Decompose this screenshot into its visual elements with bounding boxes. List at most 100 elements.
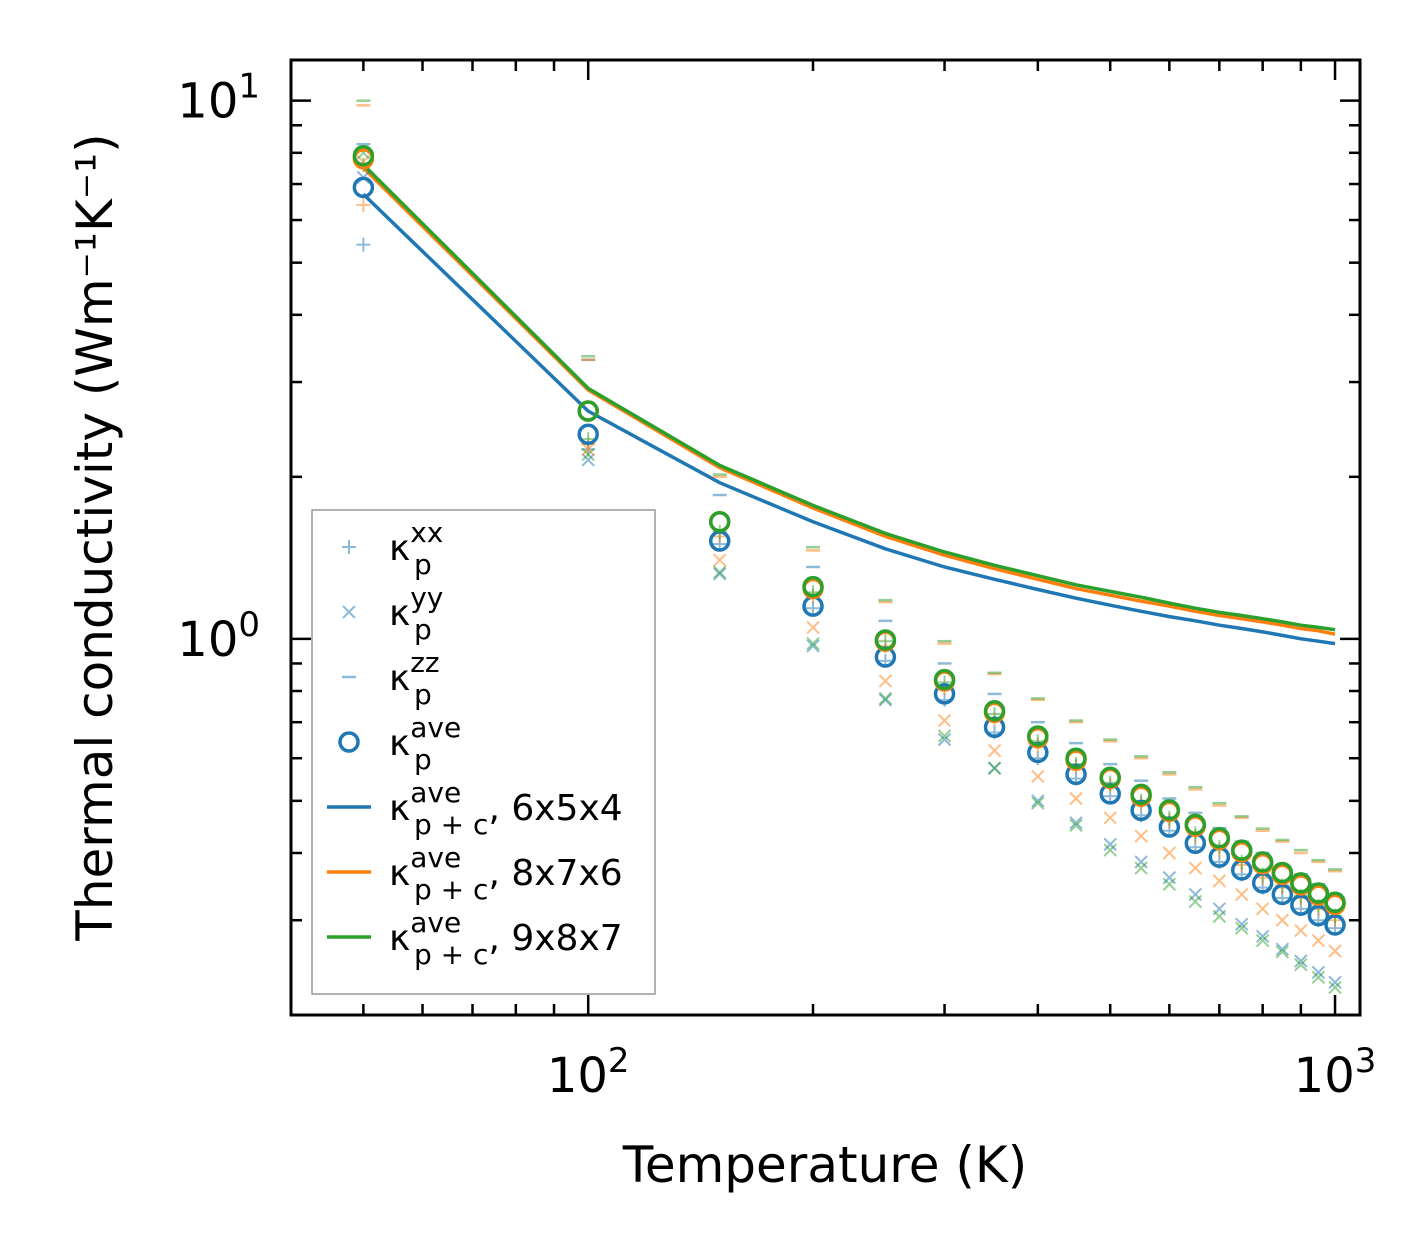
marker-ave-9x8x7 bbox=[1271, 861, 1294, 884]
marker-yy-8x7x6 bbox=[1212, 874, 1227, 888]
marker-yy-6x5x4 bbox=[1328, 975, 1342, 990]
marker-yy-8x7x6 bbox=[1134, 829, 1148, 843]
marker-yy-9x8x7-b bbox=[1255, 933, 1270, 948]
legend-symbol: κ bbox=[389, 528, 410, 569]
marker-yy-9x8x7-b bbox=[1134, 861, 1148, 875]
series-line-6x5x4 bbox=[362, 193, 1336, 646]
marker-yy-8x7x6 bbox=[1103, 811, 1117, 825]
marker-yy-6x5x4-b bbox=[1031, 794, 1045, 808]
series-line-8x7x6 bbox=[362, 166, 1336, 636]
marker-yy-6x5x4 bbox=[1294, 954, 1308, 968]
marker-yy-9x8x7-b bbox=[1235, 921, 1249, 935]
marker-ave-9x8x7 bbox=[1158, 799, 1181, 821]
marker-ave-9x8x7 bbox=[1130, 783, 1152, 806]
marker-ave-9x8x7 bbox=[1251, 851, 1274, 873]
y-tick-exponent: 0 bbox=[238, 605, 260, 645]
marker-yy-9x8x7 bbox=[937, 729, 952, 743]
marker-yy-9x8x7-b bbox=[1069, 818, 1083, 833]
marker-yy-8x7x6 bbox=[581, 442, 595, 457]
marker-yy-9x8x7 bbox=[806, 636, 820, 651]
marker-xx-6x5x4 bbox=[806, 601, 821, 616]
marker-yy-8x7x6 bbox=[1311, 933, 1326, 948]
marker-ave-9x8x7 bbox=[1208, 826, 1231, 849]
legend-superscript: xx bbox=[410, 516, 443, 549]
marker-yy-9x8x7-b bbox=[1103, 843, 1117, 857]
kappa-pc-lines bbox=[362, 163, 1336, 646]
legend-marker-circle bbox=[338, 731, 360, 753]
minor-ticks bbox=[289, 60, 1360, 1017]
marker-ave-9x8x7 bbox=[983, 700, 1006, 722]
marker-yy-9x8x7-b bbox=[581, 447, 595, 462]
marker-yy-9x8x7 bbox=[878, 691, 893, 706]
marker-yy-6x5x4 bbox=[1069, 816, 1083, 830]
y-tick-base: 10 bbox=[177, 74, 238, 130]
marker-yy-8x7x6-b bbox=[987, 743, 1002, 758]
x-tick-label: 102 bbox=[547, 1041, 630, 1104]
marker-yy-6x5x4 bbox=[1103, 837, 1117, 852]
legend-symbol: κ bbox=[389, 853, 410, 894]
marker-yy-6x5x4 bbox=[1031, 794, 1045, 808]
marker-yy-8x7x6 bbox=[987, 743, 1002, 758]
marker-yy-9x8x7-b bbox=[713, 565, 727, 579]
marker-ave-9x8x7 bbox=[802, 575, 824, 598]
marker-yy-9x8x7-b bbox=[1162, 877, 1177, 891]
legend-marker-x bbox=[342, 605, 356, 619]
plot-frame bbox=[289, 58, 1362, 1017]
marker-yy-6x5x4-b bbox=[1255, 929, 1270, 944]
marker-yy-9x8x7-b bbox=[1294, 958, 1308, 972]
marker-yy-8x7x6-b bbox=[878, 674, 893, 688]
marker-yy-9x8x7-b bbox=[937, 729, 952, 743]
marker-xx-8x7x6 bbox=[356, 197, 371, 212]
legend-label: κave p + c, 6x5x4 bbox=[389, 776, 623, 841]
marker-yy-9x8x7 bbox=[1031, 796, 1045, 810]
marker-yy-9x8x7-b bbox=[806, 636, 820, 651]
legend-superscript: ave bbox=[410, 841, 461, 874]
marker-yy-9x8x7-b bbox=[878, 691, 893, 706]
marker-yy-9x8x7 bbox=[1134, 861, 1148, 875]
marker-yy-8x7x6 bbox=[1069, 791, 1083, 806]
marker-yy-6x5x4-b bbox=[1103, 837, 1117, 852]
marker-yy-8x7x6-b bbox=[581, 442, 595, 457]
x-tick-exponent: 2 bbox=[608, 1041, 630, 1081]
legend-suffix: , 9x8x7 bbox=[488, 918, 622, 959]
legend-symbol: κ bbox=[389, 723, 410, 764]
marker-yy-9x8x7 bbox=[1275, 945, 1290, 959]
legend-subscript: p bbox=[414, 613, 432, 646]
y-tick-label: 100 bbox=[177, 605, 260, 668]
marker-yy-8x7x6-b bbox=[1235, 887, 1249, 902]
marker-yy-6x5x4 bbox=[1162, 870, 1177, 885]
marker-yy-6x5x4-b bbox=[1294, 954, 1308, 968]
marker-yy-8x7x6-b bbox=[806, 620, 820, 635]
marker-yy-8x7x6 bbox=[713, 553, 727, 567]
legend-subscript: p + c bbox=[414, 873, 488, 906]
marker-ave-9x8x7 bbox=[708, 511, 731, 533]
marker-yy-9x8x7-b bbox=[987, 761, 1002, 775]
marker-yy-8x7x6 bbox=[806, 620, 820, 635]
marker-ave-6x5x4 bbox=[1130, 799, 1152, 822]
marker-yy-6x5x4-b bbox=[878, 693, 893, 707]
marker-yy-9x8x7 bbox=[1212, 909, 1227, 924]
marker-yy-8x7x6 bbox=[1255, 902, 1270, 916]
marker-yy-9x8x7-b bbox=[1031, 796, 1045, 810]
legend-subscript: p bbox=[414, 743, 432, 776]
x-axis-title: Temperature (K) bbox=[622, 1136, 1027, 1194]
marker-yy-6x5x4 bbox=[1235, 917, 1249, 931]
marker-yy-8x7x6-b bbox=[937, 713, 952, 728]
marker-yy-6x5x4-b bbox=[713, 567, 727, 581]
marker-ave-9x8x7 bbox=[1065, 747, 1087, 769]
marker-ave-6x5x4 bbox=[352, 176, 375, 199]
marker-yy-8x7x6-b bbox=[1162, 846, 1177, 860]
marker-ave-6x5x4 bbox=[933, 683, 956, 705]
marker-yy-8x7x6-b bbox=[1311, 933, 1326, 948]
marker-yy-8x7x6-b bbox=[1212, 874, 1227, 888]
legend-suffix: , 6x5x4 bbox=[488, 788, 622, 829]
kappa-p-markers bbox=[352, 99, 1346, 995]
marker-yy-9x8x7-b bbox=[1212, 909, 1227, 924]
marker-ave-9x8x7 bbox=[1307, 882, 1330, 904]
y-tick-base: 10 bbox=[177, 612, 238, 668]
legend-marker-plus bbox=[342, 540, 356, 554]
marker-ave-6x5x4 bbox=[1271, 883, 1294, 906]
marker-yy-6x5x4 bbox=[806, 639, 820, 653]
marker-yy-6x5x4 bbox=[1311, 965, 1326, 980]
